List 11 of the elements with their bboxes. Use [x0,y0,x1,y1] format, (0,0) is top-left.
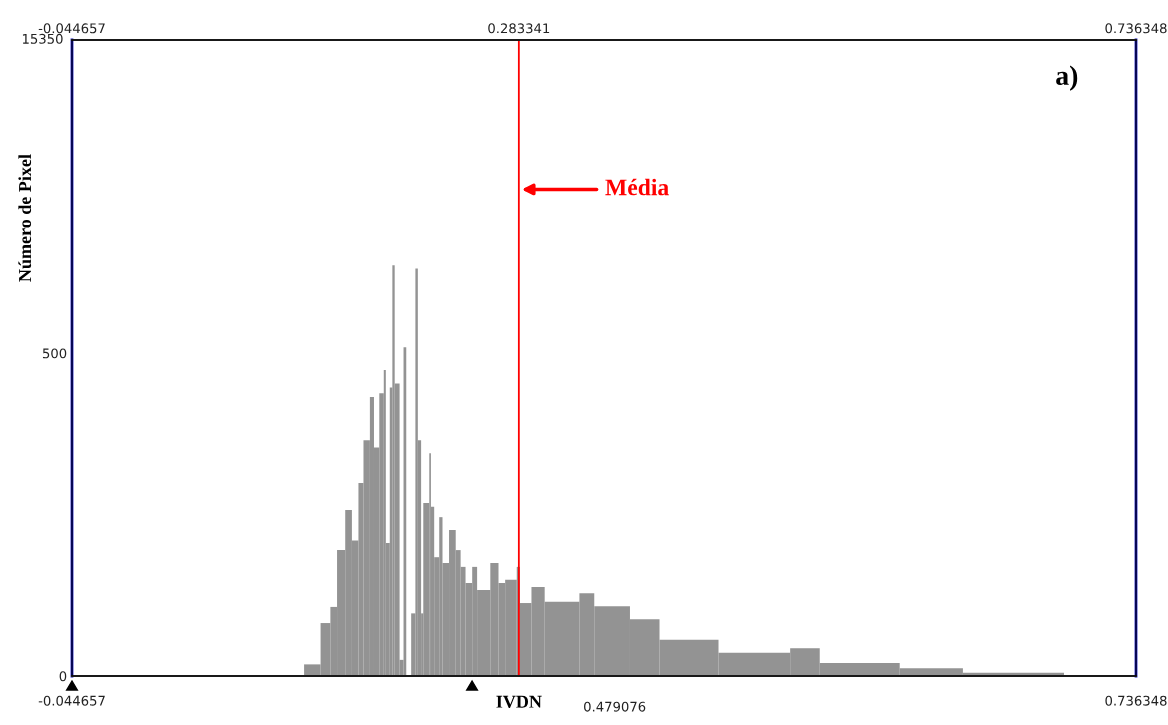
x-axis-title: IVDN [496,695,542,708]
y-tick-label: 0 [59,671,67,682]
x2-tick-label: 0.736348 [1105,23,1167,34]
x2-tick-label: -0.044657 [38,23,105,34]
y-axis-title: Número de Pixel [18,154,32,282]
text: 0.479076 [584,701,646,712]
y-tick-label: 500 [42,348,67,359]
annotation: a) [1056,65,1078,91]
ref-line-label: Média [605,178,669,196]
text: 15350 [22,33,63,44]
x2-tick-label: 0.283341 [488,23,550,34]
